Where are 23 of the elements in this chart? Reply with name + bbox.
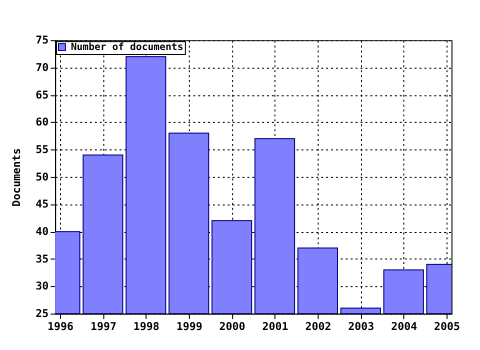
y-tick-label: 75 <box>36 34 49 47</box>
y-tick-label: 70 <box>36 60 49 74</box>
y-tick-label: 45 <box>36 198 49 211</box>
y-tick-label: 60 <box>36 116 49 129</box>
y-tick-label: 25 <box>36 307 49 320</box>
x-tick-label: 1997 <box>90 320 116 333</box>
y-tick-label: 40 <box>36 225 49 238</box>
x-tick-label: 1999 <box>176 320 202 333</box>
y-tick-label: 30 <box>36 280 49 293</box>
y-tick-label: 50 <box>36 170 49 184</box>
y-tick-label: 65 <box>36 88 49 102</box>
x-tick-label: 2005 <box>434 320 460 333</box>
x-tick-label: 2004 <box>391 320 418 333</box>
x-tick-label: 2003 <box>348 320 374 333</box>
x-tick-label: 1998 <box>133 320 160 333</box>
x-tick-label: 2000 <box>219 320 246 333</box>
x-tick-label: 1996 <box>47 320 74 333</box>
y-tick-label: 35 <box>36 252 49 266</box>
y-tick-label: 55 <box>36 143 49 156</box>
x-tick-label: 2002 <box>305 320 332 333</box>
x-tick-label: 2001 <box>262 320 288 333</box>
legend-label: Number of documents <box>70 42 184 54</box>
y-axis-title: Documents <box>10 148 23 207</box>
